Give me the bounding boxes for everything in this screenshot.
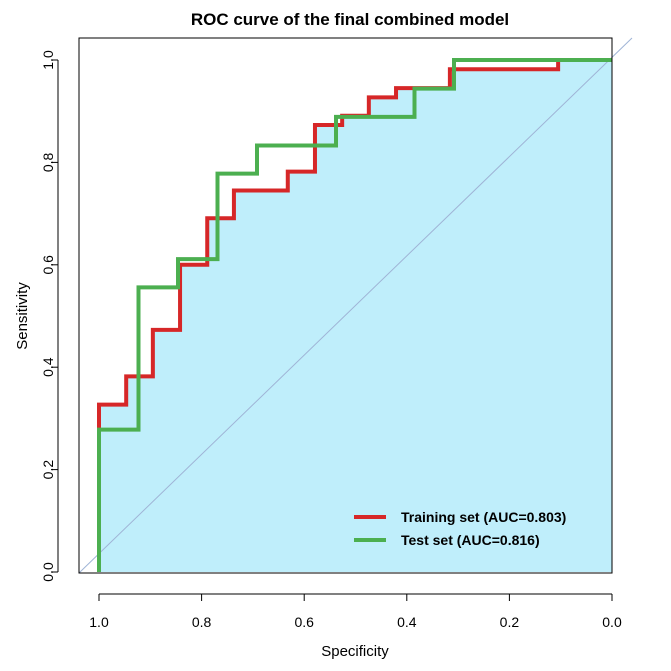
y-tick-label: 0.8 [40,152,56,172]
y-axis-label: Sensitivity [14,282,31,350]
y-tick-label: 1.0 [40,50,56,70]
chart-title: ROC curve of the final combined model [191,10,509,29]
y-tick-label: 0.0 [40,562,56,582]
axes: 1.0 0.8 0.6 0.4 0.2 0.0 0.0 0.2 0.4 0.6 0.8 1.0 [40,37,622,630]
auc-fill-area [99,60,612,572]
x-tick-label: 0.4 [397,614,417,630]
x-tick-label: 0.6 [294,614,314,630]
x-tick-label: 0.0 [602,614,622,630]
legend-label-series-2: Test set (AUC=0.816) [401,532,540,548]
x-tick-label: 0.8 [192,614,212,630]
y-tick-label: 0.4 [40,357,56,377]
reference-diagonal-line [78,37,633,574]
plot-area [78,37,633,574]
y-tick-label: 0.6 [40,255,56,275]
x-axis-label: Specificity [321,643,389,660]
legend-label-series-1: Training set (AUC=0.803) [401,509,566,525]
plot-border [78,37,613,574]
y-tick-label: 0.2 [40,460,56,480]
x-tick-label: 0.2 [500,614,520,630]
legend: Training set (AUC=0.803) Test set (AUC=0.… [354,509,566,548]
roc-curve-series-2 [97,58,612,572]
x-tick-label: 1.0 [89,614,109,630]
